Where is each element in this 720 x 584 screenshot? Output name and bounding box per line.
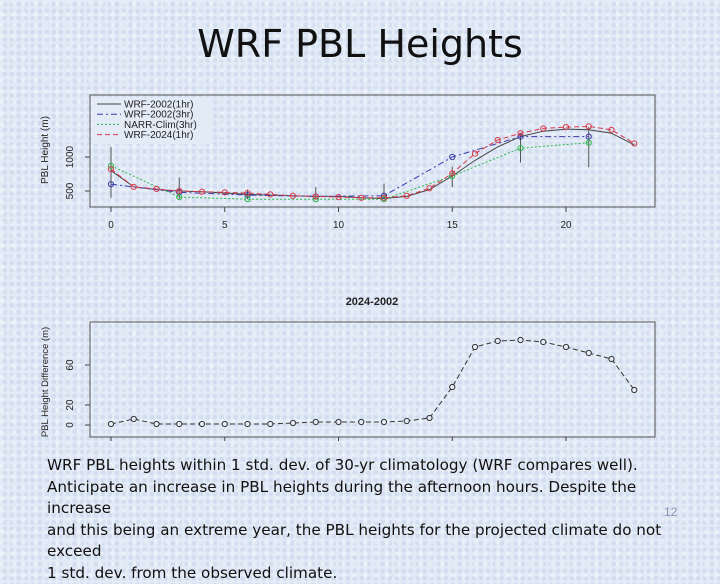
difference-series-point bbox=[336, 419, 341, 424]
legend-entry-4: WRF-2024(1hr) bbox=[124, 130, 193, 141]
difference-series-point bbox=[632, 387, 637, 392]
difference-series-point bbox=[404, 418, 409, 423]
top-y-axis-label: PBL Height (m) bbox=[40, 116, 51, 184]
difference-series-point bbox=[518, 337, 523, 342]
top-chart: 0 5 10 15 20 500 1000 PBL Height (m) WRF-2002(1h… bbox=[40, 95, 655, 231]
difference-series-line bbox=[111, 340, 634, 424]
difference-series-point bbox=[154, 421, 159, 426]
difference-series-point bbox=[381, 419, 386, 424]
bottom-y-tick-label: 60 bbox=[65, 359, 76, 371]
difference-series-point bbox=[359, 419, 364, 424]
top-x-tick-label: 20 bbox=[560, 220, 572, 231]
caption-line-3: and this being an extreme year, the PBL … bbox=[47, 520, 687, 563]
difference-series-point bbox=[586, 350, 591, 355]
difference-series-point bbox=[495, 338, 500, 343]
difference-series-point bbox=[541, 339, 546, 344]
page-number: 12 bbox=[664, 505, 677, 519]
top-x-tick-label: 10 bbox=[333, 220, 345, 231]
bottom-y-tick-label: 20 bbox=[65, 399, 76, 411]
top-x-tick-label: 0 bbox=[108, 220, 114, 231]
top-x-tick-label: 5 bbox=[222, 220, 228, 231]
difference-series-point bbox=[268, 421, 273, 426]
caption-line-2: Anticipate an increase in PBL heights du… bbox=[47, 477, 687, 520]
series-4-point bbox=[472, 151, 477, 156]
slide-caption: WRF PBL heights within 1 std. dev. of 30… bbox=[47, 455, 687, 584]
bottom-y-tick-label: 0 bbox=[65, 422, 76, 428]
difference-series-point bbox=[245, 421, 250, 426]
top-legend: WRF-2002(1hr)WRF-2002(3hr)NARR-Clim(3hr)… bbox=[93, 98, 213, 144]
difference-series-point bbox=[108, 421, 113, 426]
difference-series-point bbox=[199, 421, 204, 426]
difference-series-point bbox=[177, 421, 182, 426]
difference-series-point bbox=[313, 419, 318, 424]
caption-line-4: 1 std. dev. from the observed climate. bbox=[47, 563, 687, 584]
chart-canvas: 0 5 10 15 20 500 1000 PBL Height (m) WRF-2002(1h… bbox=[0, 0, 720, 455]
bottom-plot-frame bbox=[90, 322, 655, 437]
difference-series-point bbox=[222, 421, 227, 426]
difference-series-point bbox=[609, 356, 614, 361]
bottom-chart: 2024-2002 0 20 60 PBL Height Difference (m) bbox=[40, 296, 655, 441]
bottom-chart-title: 2024-2002 bbox=[346, 296, 399, 308]
caption-line-1: WRF PBL heights within 1 std. dev. of 30… bbox=[47, 455, 687, 477]
difference-series-point bbox=[427, 415, 432, 420]
top-x-tick-label: 15 bbox=[447, 220, 459, 231]
series-line-2 bbox=[111, 137, 589, 197]
difference-series-point bbox=[131, 416, 136, 421]
difference-series-point bbox=[563, 344, 568, 349]
top-y-tick-label: 500 bbox=[65, 182, 76, 199]
difference-series-point bbox=[450, 384, 455, 389]
top-y-tick-label: 1000 bbox=[65, 145, 76, 168]
difference-series-point bbox=[290, 420, 295, 425]
difference-series-point bbox=[472, 344, 477, 349]
bottom-y-axis-label: PBL Height Difference (m) bbox=[40, 327, 51, 437]
